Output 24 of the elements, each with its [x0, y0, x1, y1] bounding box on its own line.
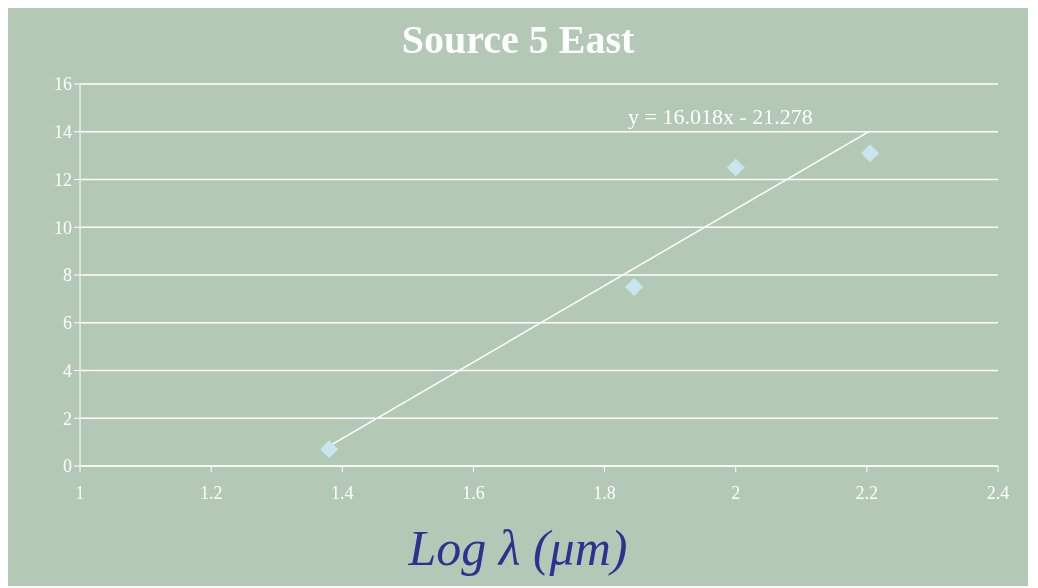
y-tick-label: 8: [63, 265, 72, 286]
y-tick-label: 6: [63, 313, 72, 334]
point: [726, 158, 745, 177]
y-tick-label: 0: [63, 456, 72, 477]
y-tick-label: 10: [54, 217, 72, 238]
y-tick-label: 16: [54, 74, 72, 95]
x-tick-label: 1.8: [593, 482, 616, 503]
y-tick-label: 4: [63, 360, 72, 381]
point: [625, 277, 644, 296]
x-tick-label: 2: [731, 482, 741, 503]
x-tick-label: 2.2: [855, 482, 879, 503]
x-tick-label: 1: [75, 482, 85, 503]
point: [861, 144, 880, 163]
y-tick-label: 14: [54, 122, 72, 143]
x-tick-label: 1.4: [331, 482, 354, 503]
x-tick-label: 1.2: [199, 482, 223, 503]
chart-title: Source 5 East: [400, 16, 636, 64]
x-axis-title: Log λ (μm): [407, 519, 629, 578]
x-tick-label: 2.4: [986, 482, 1010, 503]
y-tick-label: 12: [54, 169, 72, 190]
annotation: y = 16.018x - 21.278: [628, 104, 813, 130]
x-tick-label: 1.6: [462, 482, 485, 503]
y-tick-label: 2: [63, 408, 72, 429]
point: [320, 440, 339, 459]
